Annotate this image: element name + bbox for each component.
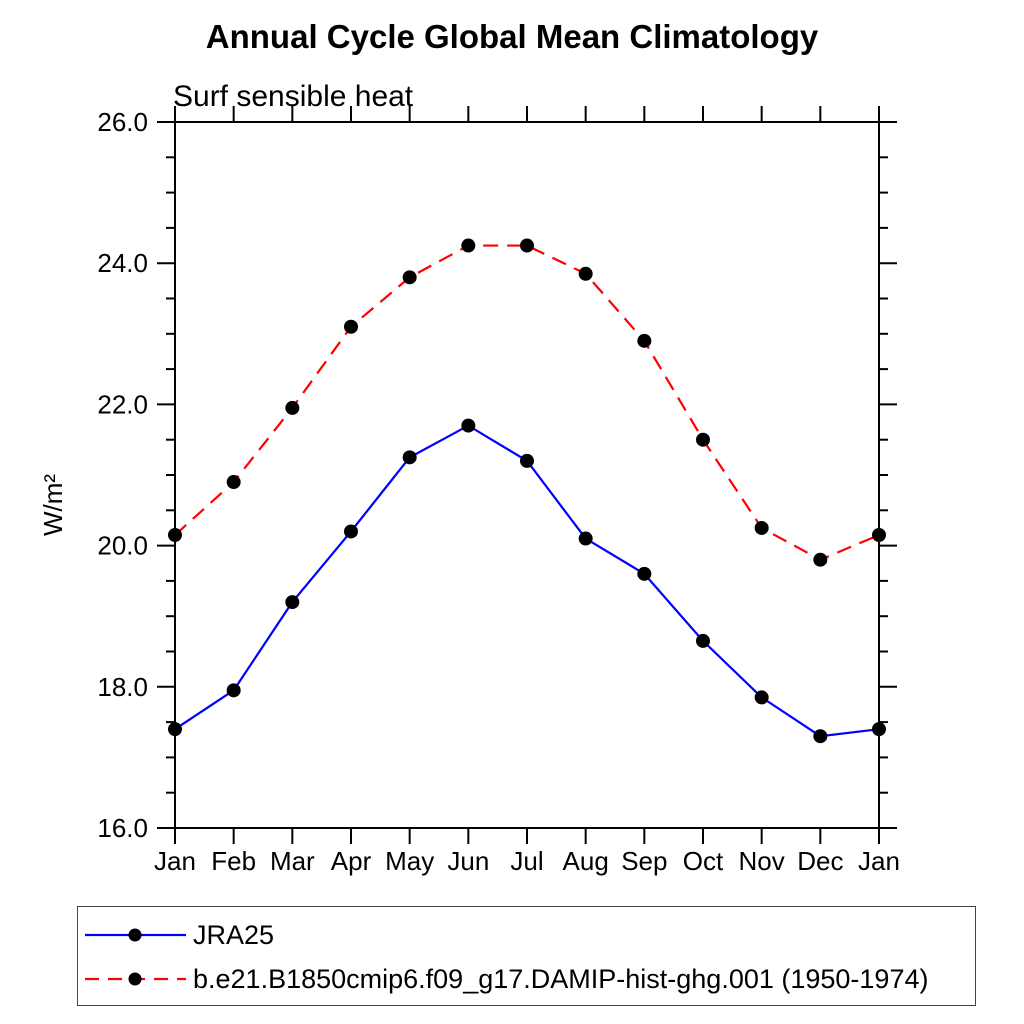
x-tick-label: Feb [211, 846, 256, 876]
data-point-marker [637, 333, 652, 348]
data-point-marker [813, 729, 828, 744]
data-point-marker [696, 633, 710, 648]
legend-label: JRA25 [193, 919, 275, 950]
x-tick-label: Nov [739, 846, 785, 876]
data-point-marker [402, 270, 417, 285]
data-point-marker [520, 238, 534, 253]
data-point-marker [461, 238, 476, 253]
legend-item: JRA25 [83, 913, 975, 957]
data-point-marker [813, 552, 828, 567]
data-point-marker [226, 475, 241, 490]
x-tick-label: Apr [331, 846, 372, 876]
x-tick-label: Sep [621, 846, 667, 876]
data-point-marker [754, 690, 769, 705]
y-axis-label: W/m² [38, 474, 68, 536]
x-tick-label: Mar [270, 846, 315, 876]
data-point-marker [578, 531, 593, 546]
legend-label: b.e21.B1850cmip6.f09_g17.DAMIP-hist-ghg.… [193, 963, 929, 994]
y-tick-label: 22.0 [97, 389, 148, 419]
x-tick-label: May [385, 846, 434, 876]
x-tick-label: Jan [154, 846, 196, 876]
data-point-marker [402, 450, 417, 465]
legend-marker-icon [128, 928, 142, 942]
y-tick-label: 20.0 [97, 531, 148, 561]
legend-line-sample [85, 928, 186, 942]
data-point-marker [872, 528, 886, 543]
data-point-marker [520, 453, 534, 468]
y-tick-label: 16.0 [97, 813, 148, 843]
plot-frame [174, 121, 880, 829]
data-point-marker [344, 524, 358, 539]
x-tick-label: Aug [563, 846, 609, 876]
data-point-marker [754, 520, 769, 535]
x-tick-label: Dec [797, 846, 843, 876]
y-tick-label: 18.0 [97, 672, 148, 702]
x-tick-label: Oct [683, 846, 724, 876]
data-point-marker [872, 722, 886, 737]
chart-title: Annual Cycle Global Mean Climatology [205, 18, 819, 55]
legend: JRA25 b.e21.B1850cmip6.f09_g17.DAMIP-hist… [77, 906, 976, 1006]
data-point-marker [578, 266, 593, 281]
y-tick-label: 26.0 [97, 107, 148, 137]
x-tick-label: Jan [858, 846, 900, 876]
x-tick-label: Jul [510, 846, 543, 876]
x-tick-label: Jun [447, 846, 489, 876]
data-point-marker [168, 528, 182, 543]
data-point-marker [461, 418, 476, 433]
series-line-1 [174, 424, 880, 738]
data-point-marker [637, 566, 652, 581]
legend-item: b.e21.B1850cmip6.f09_g17.DAMIP-hist-ghg.… [83, 957, 975, 1001]
legend-marker-icon [128, 972, 142, 986]
series-line-2 [174, 244, 880, 561]
y-tick-label: 24.0 [97, 248, 148, 278]
data-point-marker [344, 319, 358, 334]
data-point-marker [168, 722, 182, 737]
data-point-marker [285, 400, 300, 415]
data-point-marker [226, 683, 241, 698]
legend-line-sample [85, 972, 186, 986]
data-point-marker [285, 595, 300, 610]
data-point-marker [696, 432, 710, 447]
